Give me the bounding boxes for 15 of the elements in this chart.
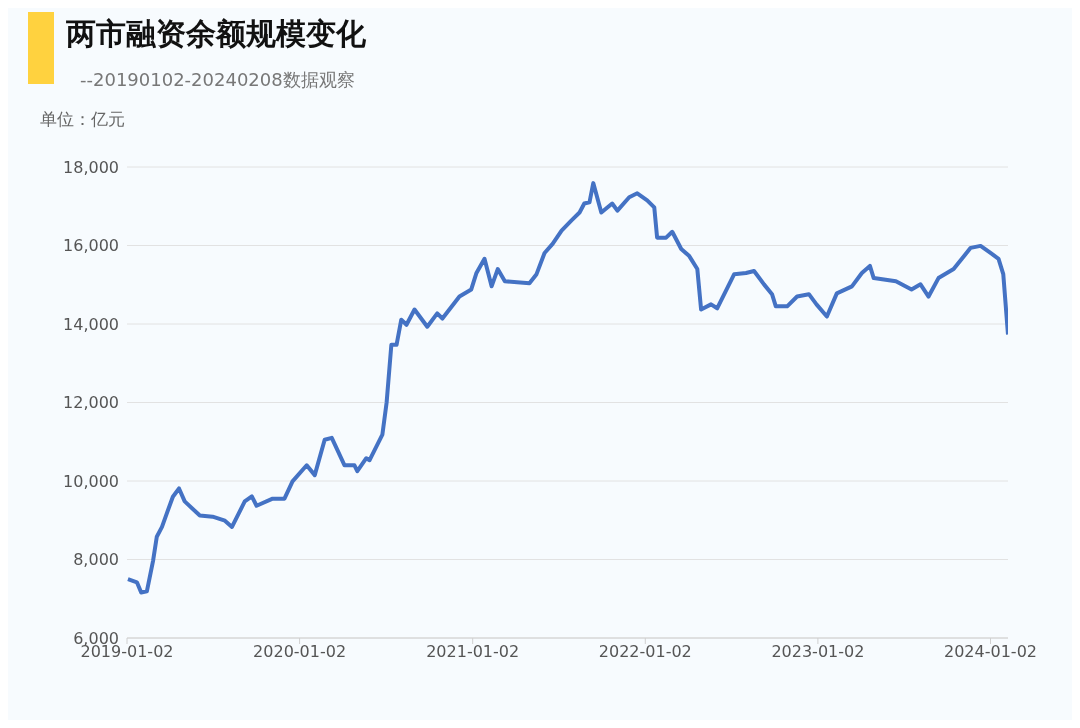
y-tick-label: 12,000 bbox=[63, 393, 119, 413]
x-tick-label: 2021-01-02 bbox=[426, 642, 520, 662]
line-series bbox=[127, 181, 1008, 595]
x-tick-label: 2023-01-02 bbox=[771, 642, 865, 662]
chart-title: 两市融资余额规模变化 bbox=[66, 15, 366, 53]
y-tick-label: 8,000 bbox=[73, 550, 119, 570]
x-tick-label: 2024-01-02 bbox=[944, 642, 1037, 662]
y-tick-label: 14,000 bbox=[63, 314, 119, 334]
y-tick-label: 16,000 bbox=[63, 236, 119, 256]
y-tick-label: 10,000 bbox=[63, 471, 119, 491]
chart-subtitle: --20190102-20240208数据观察 bbox=[80, 68, 355, 92]
x-tick-label: 2022-01-02 bbox=[598, 642, 692, 662]
x-tick-label: 2020-01-02 bbox=[253, 642, 347, 662]
y-tick-label: 18,000 bbox=[63, 157, 119, 177]
y-axis-title: 单位：亿元 bbox=[40, 108, 125, 131]
